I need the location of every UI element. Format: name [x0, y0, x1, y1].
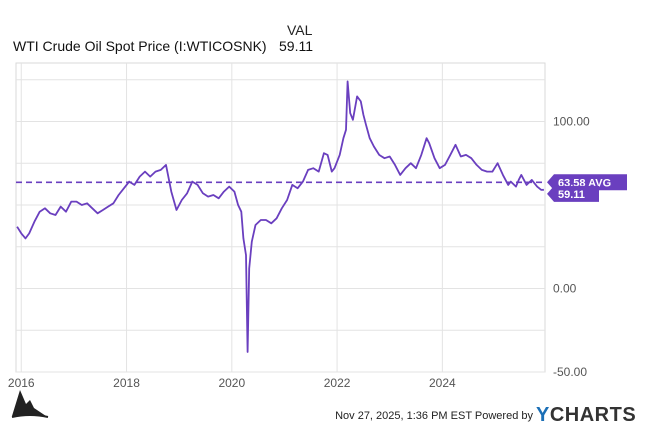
x-tick-label: 2022: [324, 376, 351, 390]
y-axis: 100.00 0.00 -50.00: [553, 114, 590, 379]
last-value-badge-shape: [547, 185, 599, 202]
x-tick-label: 2020: [218, 376, 245, 390]
x-tick-label: 2018: [113, 376, 140, 390]
x-tick-label: 2024: [429, 376, 456, 390]
y-gridlines: [16, 79, 545, 373]
plot-frame: [15, 62, 546, 373]
brand-prefix: Y: [536, 404, 550, 426]
ycharts-shark-logo: [10, 386, 50, 425]
timestamp-text: Nov 27, 2025, 1:36 PM EST: [335, 410, 472, 422]
last-value-badge: 59.11: [547, 185, 599, 202]
y-tick-label: 0.00: [553, 281, 577, 295]
legend-column-header: VAL: [287, 22, 313, 38]
y-tick-label: -50.00: [553, 365, 587, 379]
powered-by-text: Powered by: [474, 410, 533, 422]
legend-series-value: 59.11: [279, 38, 313, 54]
series-layer: [16, 80, 545, 353]
brand-rest: CHARTS: [549, 404, 637, 426]
last-value-badge-text: 59.11: [558, 189, 585, 201]
x-axis: 2016 2018 2020 2022 2024: [8, 376, 456, 390]
x-gridlines: [20, 63, 443, 372]
ycharts-brand: YCHARTS: [536, 404, 636, 427]
y-tick-label: 100.00: [553, 114, 590, 128]
series-line-wti: [16, 80, 544, 353]
legend-series-name: WTI Crude Oil Spot Price (I:WTICOSNK): [13, 38, 267, 54]
x-tick-label: 2016: [8, 376, 35, 390]
footer-timestamp: Nov 27, 2025, 1:36 PM EST Powered by: [335, 410, 533, 422]
